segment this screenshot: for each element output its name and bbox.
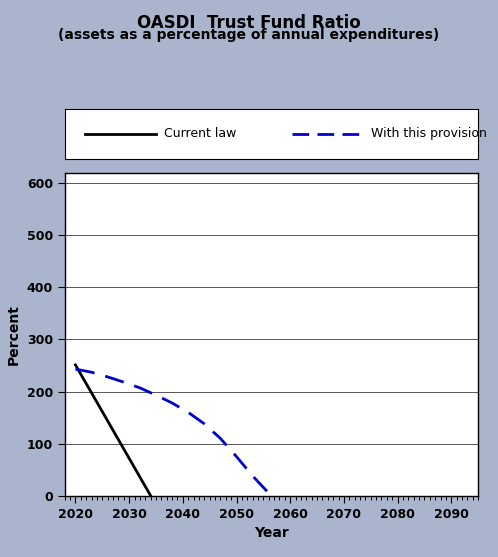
With this provision	[73, 366, 79, 373]
Text: Current law: Current law	[164, 127, 237, 140]
Text: (assets as a percentage of annual expenditures): (assets as a percentage of annual expend…	[58, 28, 440, 42]
Text: With this provision: With this provision	[371, 127, 487, 140]
With this provision	[89, 369, 95, 375]
With this provision	[105, 374, 111, 380]
With this provision	[249, 472, 255, 479]
With this provision	[137, 384, 143, 391]
Text: OASDI  Trust Fund Ratio: OASDI Trust Fund Ratio	[137, 14, 361, 32]
X-axis label: Year: Year	[254, 526, 289, 540]
Current law	[147, 492, 153, 499]
With this provision	[169, 399, 175, 406]
Line: Current law: Current law	[76, 365, 150, 496]
With this provision	[121, 379, 127, 385]
Current law	[73, 361, 79, 368]
With this provision	[218, 435, 224, 442]
Y-axis label: Percent: Percent	[7, 304, 21, 365]
Line: With this provision: With this provision	[76, 369, 274, 496]
With this provision	[234, 453, 240, 460]
With this provision	[266, 490, 272, 496]
With this provision	[271, 492, 277, 499]
With this provision	[185, 409, 191, 416]
With this provision	[153, 392, 159, 398]
With this provision	[201, 421, 207, 427]
